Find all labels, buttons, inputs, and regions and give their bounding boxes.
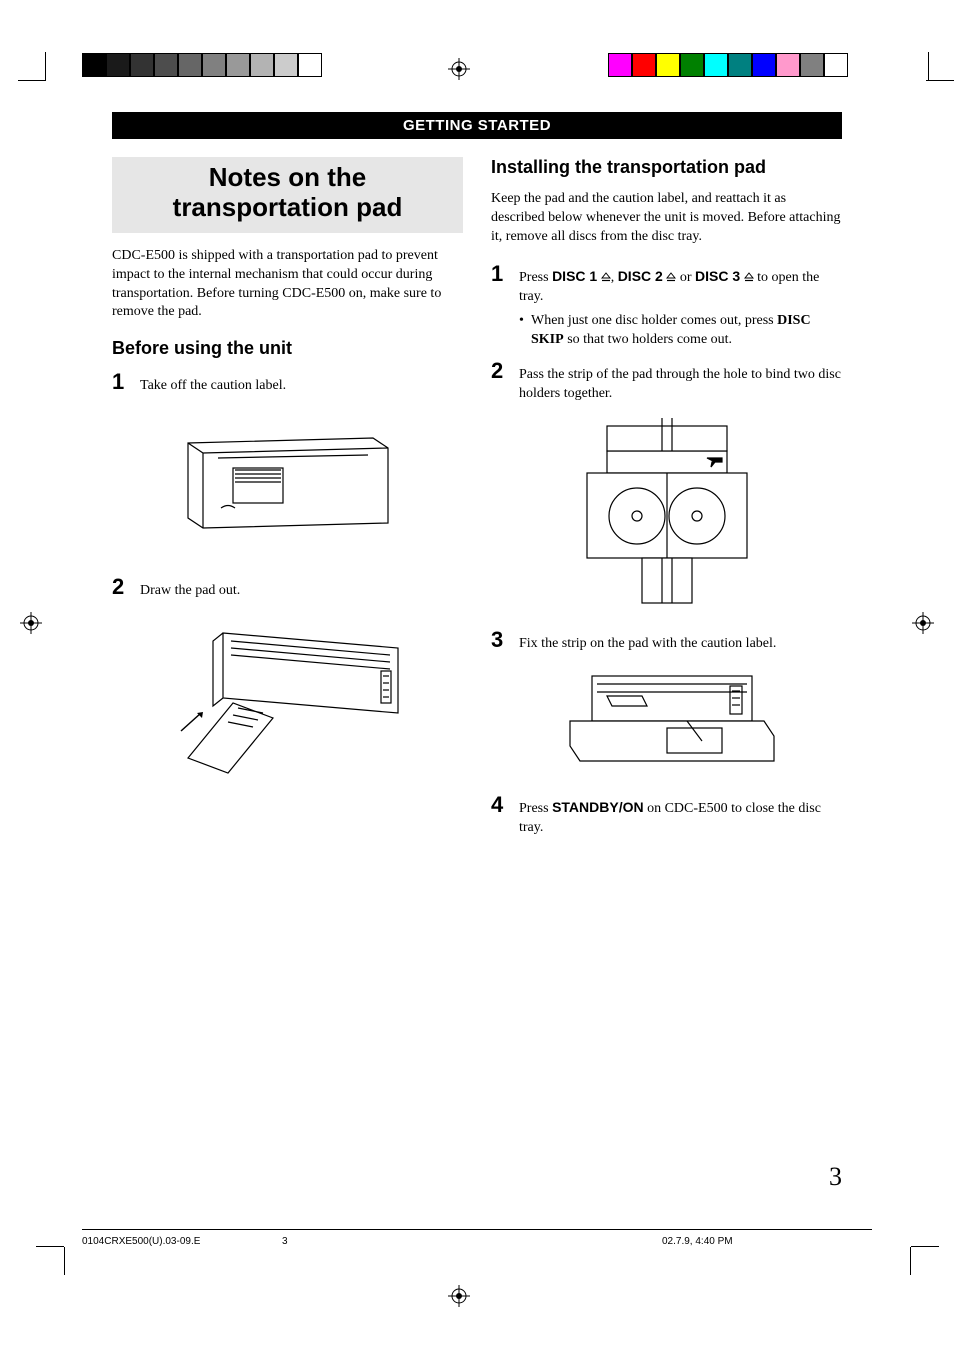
swatch	[226, 53, 250, 77]
swatch	[728, 53, 752, 77]
footer-page: 3	[282, 1236, 462, 1247]
step-number: 4	[491, 794, 509, 816]
eject-icon	[601, 270, 611, 289]
step-item: 4 Press STANDBY/ON on CDC-E500 to close …	[491, 794, 842, 838]
step-item: 2 Draw the pad out.	[112, 576, 463, 601]
swatch	[202, 53, 226, 77]
footer-timestamp: 02.7.9, 4:40 PM	[462, 1236, 872, 1247]
swatch	[106, 53, 130, 77]
swatch	[250, 53, 274, 77]
step-item: 1 Press DISC 1 , DISC 2 or DISC 3 to ope…	[491, 263, 842, 307]
eject-icon	[666, 270, 676, 289]
swatch	[632, 53, 656, 77]
intro-text: Keep the pad and the caution label, and …	[491, 190, 842, 247]
intro-text: CDC-E500 is shipped with a transportatio…	[112, 247, 463, 323]
crop-mark	[45, 52, 46, 80]
swatch	[824, 53, 848, 77]
step-text: Draw the pad out.	[140, 582, 463, 601]
swatch	[680, 53, 704, 77]
footer: 0104CRXE500(U).03-09.E 3 02.7.9, 4:40 PM	[82, 1229, 872, 1247]
swatch	[776, 53, 800, 77]
step-number: 1	[491, 263, 509, 285]
registration-mark-icon	[448, 1285, 470, 1307]
footer-filename: 0104CRXE500(U).03-09.E	[82, 1236, 282, 1247]
swatch	[298, 53, 322, 77]
swatch	[800, 53, 824, 77]
crop-mark	[926, 80, 954, 81]
crop-mark	[64, 1247, 65, 1275]
sub-heading: Before using the unit	[112, 338, 463, 359]
crop-mark	[910, 1247, 911, 1275]
registration-mark-icon	[912, 612, 934, 634]
crop-mark	[928, 52, 929, 80]
swatch	[752, 53, 776, 77]
swatch	[656, 53, 680, 77]
swatch	[704, 53, 728, 77]
registration-mark-icon	[448, 58, 470, 80]
swatch	[178, 53, 202, 77]
step-number: 2	[112, 576, 130, 598]
article-title-box: Notes on the transportation pad	[112, 157, 463, 233]
step-text: Fix the strip on the pad with the cautio…	[519, 635, 842, 654]
step-text: Press STANDBY/ON on CDC-E500 to close th…	[519, 798, 842, 838]
step-text: Pass the strip of the pad through the ho…	[519, 366, 842, 404]
swatch	[82, 53, 106, 77]
step-item: 1 Take off the caution label.	[112, 371, 463, 396]
swatch	[608, 53, 632, 77]
sub-heading: Installing the transportation pad	[491, 157, 842, 178]
registration-mark-icon	[20, 612, 42, 634]
page-number: 3	[829, 1162, 842, 1192]
figure-fix-strip	[491, 666, 842, 776]
swatch	[154, 53, 178, 77]
step-number: 2	[491, 360, 509, 382]
swatch	[130, 53, 154, 77]
step-number: 3	[491, 629, 509, 651]
step-item: 2 Pass the strip of the pad through the …	[491, 360, 842, 404]
section-header: GETTING STARTED	[112, 112, 842, 139]
color-calibration-bar	[608, 53, 848, 77]
figure-draw-pad	[112, 613, 463, 783]
crop-mark	[911, 1246, 939, 1247]
step-number: 1	[112, 371, 130, 393]
sub-bullet: When just one disc holder comes out, pre…	[519, 312, 842, 350]
eject-icon	[744, 270, 754, 289]
figure-caution-label	[112, 408, 463, 558]
step-text: Press DISC 1 , DISC 2 or DISC 3 to open …	[519, 267, 842, 307]
crop-mark	[18, 80, 46, 81]
step-text: Take off the caution label.	[140, 377, 463, 396]
article-title: Notes on the transportation pad	[120, 163, 455, 223]
swatch	[274, 53, 298, 77]
crop-mark	[36, 1246, 64, 1247]
grayscale-calibration-bar	[82, 53, 322, 77]
step-item: 3 Fix the strip on the pad with the caut…	[491, 629, 842, 654]
figure-bind-holders	[491, 416, 842, 611]
